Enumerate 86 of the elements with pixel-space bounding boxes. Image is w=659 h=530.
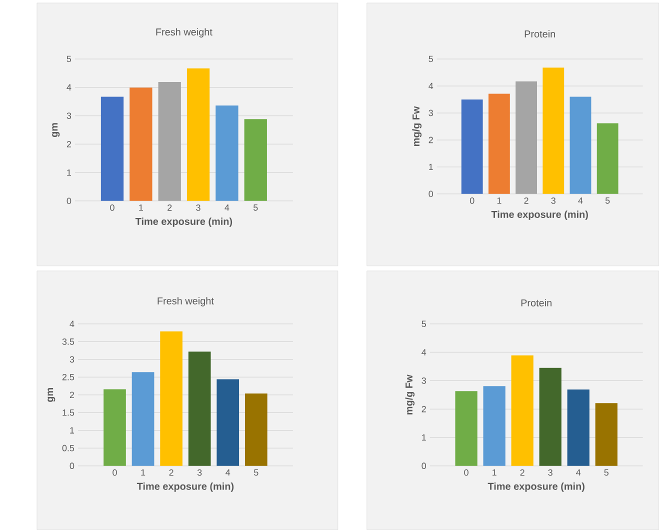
bar [542, 68, 564, 194]
x-tick-label: 4 [224, 204, 230, 211]
y-tick-label: 2.5 [62, 374, 74, 380]
bar [570, 96, 592, 194]
y-tick-label: 0 [70, 462, 74, 470]
y-tick-label: 1 [422, 434, 426, 441]
bar [511, 355, 534, 466]
bar [158, 82, 181, 201]
bar [160, 331, 182, 466]
chart-title: Fresh weight [158, 297, 214, 306]
x-tick-label: 0 [470, 197, 474, 204]
y-tick-label: 1 [67, 169, 72, 176]
x-tick-label: 5 [254, 204, 258, 211]
x-tick-label: 3 [197, 469, 202, 476]
x-axis-title: Time exposure (min) [136, 482, 234, 492]
chart-title: Protein [521, 299, 552, 306]
x-tick-label: 2 [520, 469, 524, 476]
y-tick-label: 2 [66, 140, 72, 148]
x-tick-label: 4 [578, 197, 583, 204]
bar [130, 88, 152, 201]
x-tick-label: 0 [110, 204, 114, 211]
bar [188, 352, 211, 466]
y-tick-label: 1 [70, 427, 74, 434]
x-tick-label: 2 [524, 197, 528, 204]
y-tick-label: 4 [66, 84, 72, 90]
x-tick-label: 3 [196, 204, 200, 211]
x-tick-label: 3 [551, 197, 556, 204]
y-tick-label: 1.5 [62, 409, 74, 416]
bar [104, 389, 126, 466]
y-axis-title: mg/g Fw [405, 374, 415, 414]
y-tick-label: 3.5 [62, 338, 74, 345]
y-tick-label: 0 [428, 190, 434, 198]
y-axis-title: mg/g Fw [412, 106, 422, 146]
x-tick-label: 3 [548, 469, 552, 476]
x-axis-title: Time exposure (min) [135, 218, 232, 227]
x-axis-title: Time exposure (min) [491, 210, 588, 220]
y-tick-label: 4 [70, 320, 74, 327]
bar [100, 96, 124, 201]
y-tick-label: 4 [428, 82, 434, 90]
y-tick-label: 2 [422, 406, 426, 412]
chart-title: Fresh weight [156, 28, 212, 38]
y-axis-title: gm [52, 123, 60, 137]
y-tick-label: 0.5 [62, 444, 74, 452]
bar [216, 379, 240, 466]
bar [244, 393, 268, 466]
x-tick-label: 1 [492, 469, 496, 476]
x-tick-label: 0 [464, 469, 468, 476]
bar [186, 68, 210, 201]
y-tick-label: 3 [66, 112, 72, 119]
bar [216, 106, 238, 201]
bar [488, 94, 510, 194]
y-tick-label: 0 [422, 462, 426, 470]
bar [516, 81, 538, 194]
bar [539, 368, 562, 466]
bar [567, 389, 590, 466]
y-tick-label: 5 [428, 56, 433, 62]
x-tick-label: 1 [141, 469, 146, 476]
x-tick-label: 4 [226, 469, 230, 476]
bar [455, 391, 478, 466]
bar [132, 372, 154, 466]
y-tick-label: 3 [422, 377, 426, 384]
x-tick-label: 4 [576, 469, 581, 476]
y-tick-label: 2 [428, 136, 433, 144]
bar [461, 99, 483, 194]
y-axis-title: gm [48, 388, 56, 402]
y-tick-label: 4 [422, 349, 426, 356]
y-tick-label: 1 [429, 164, 433, 170]
bar [483, 386, 506, 466]
bar [595, 403, 618, 466]
x-tick-label: 2 [169, 469, 174, 476]
y-tick-label: 3 [428, 110, 433, 116]
x-axis-title: Time exposure (min) [488, 482, 584, 492]
chart-title: Protein [524, 30, 555, 38]
y-tick-label: 3 [70, 356, 74, 363]
y-tick-label: 5 [66, 56, 72, 62]
x-tick-label: 1 [497, 197, 502, 204]
x-tick-label: 2 [168, 204, 172, 211]
bar [244, 119, 267, 201]
x-tick-label: 5 [604, 469, 609, 476]
x-tick-label: 1 [139, 204, 143, 211]
x-tick-label: 5 [605, 197, 610, 204]
x-tick-label: 5 [254, 469, 258, 476]
x-tick-label: 0 [112, 469, 117, 476]
bar [596, 123, 618, 194]
y-tick-label: 5 [422, 320, 426, 328]
y-tick-label: 2 [70, 392, 74, 398]
